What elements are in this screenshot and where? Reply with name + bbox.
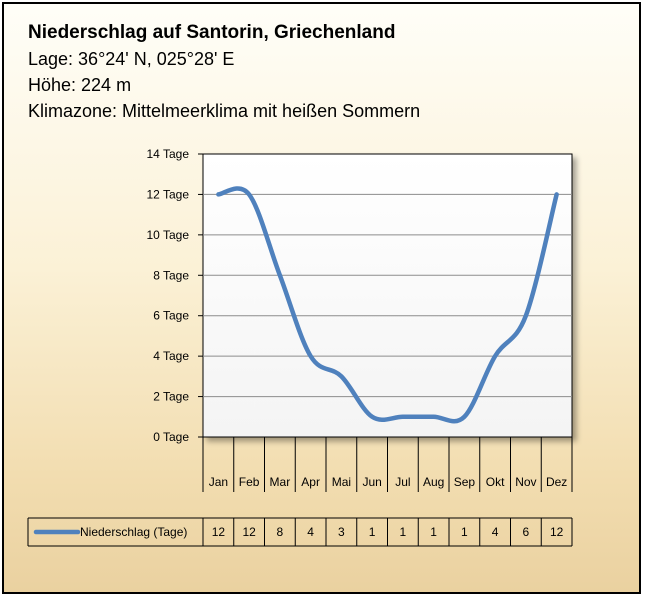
x-tick-label: Sep <box>454 475 476 489</box>
chart-header: Niederschlag auf Santorin, Griechenland … <box>28 20 420 124</box>
series-layer <box>216 186 559 424</box>
climate-text: Klimazone: Mittelmeerklima mit heißen So… <box>28 101 421 121</box>
data-label: 6 <box>523 525 530 539</box>
x-tick-label: Jun <box>362 475 381 489</box>
data-table: Jan Feb Mar Apr Mai Jun Jul Aug Sep Okt Nov Dez 12 12… <box>27 437 573 547</box>
series-line-niederschlag <box>216 186 559 424</box>
x-tick-label: Aug <box>423 475 444 489</box>
x-tick-label: Okt <box>486 475 505 489</box>
data-label: 4 <box>492 525 499 539</box>
y-tick-label: 6 Tage <box>153 309 189 323</box>
x-tick-label: Feb <box>239 475 260 489</box>
data-label: 12 <box>550 525 564 539</box>
data-label: 1 <box>461 525 468 539</box>
data-label: 12 <box>242 525 256 539</box>
data-label: 12 <box>212 525 226 539</box>
chart-title: Niederschlag auf Santorin, Griechenland <box>28 22 396 43</box>
y-tick-label: 2 Tage <box>153 390 189 404</box>
x-tick-label: Jul <box>395 475 410 489</box>
data-label: 3 <box>338 525 345 539</box>
y-tick-label: 14 Tage <box>147 147 190 161</box>
x-tick-label: Mar <box>270 475 291 489</box>
plot-area <box>202 153 573 438</box>
plot-background <box>202 153 573 438</box>
data-label: 4 <box>307 525 314 539</box>
location-text: Lage: 36°24' N, 025°28' E <box>28 49 235 69</box>
x-tick-label: Nov <box>515 475 536 489</box>
data-label: 1 <box>430 525 437 539</box>
y-tick-label: 12 Tage <box>147 187 190 201</box>
x-tick-label: Dez <box>546 475 567 489</box>
data-label: 8 <box>277 525 284 539</box>
data-label: 1 <box>400 525 407 539</box>
altitude-text: Höhe: 224 m <box>28 75 132 95</box>
y-tick-label: 8 Tage <box>153 268 189 282</box>
y-tick-label: 10 Tage <box>147 228 190 242</box>
y-tick-label: 4 Tage <box>153 349 189 363</box>
data-label: 1 <box>369 525 376 539</box>
x-tick-label: Jan <box>209 475 228 489</box>
y-axis: 0 Tage 2 Tage 4 Tage 6 Tage 8 Tage 10 Tage 12 … <box>147 147 203 444</box>
x-tick-label: Apr <box>301 475 320 489</box>
legend-label: Niederschlag (Tage) <box>80 525 187 539</box>
gridlines <box>203 193 572 398</box>
x-tick-label: Mai <box>332 475 351 489</box>
y-tick-label: 0 Tage <box>153 430 189 444</box>
